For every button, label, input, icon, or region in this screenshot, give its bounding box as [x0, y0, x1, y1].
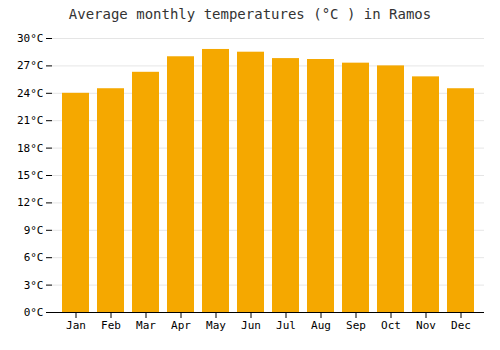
- html-text:Average monthly temperatures (: Average monthly temperatures (°C ) in Ra…: [68, 6, 432, 22]
- svg-text:21°C: 21°C: [17, 114, 44, 127]
- svg-text:6°C: 6°C: [24, 251, 44, 264]
- svg-text:Feb: Feb: [101, 319, 121, 332]
- svg-text:May: May: [206, 319, 226, 332]
- svg-text:Aug: Aug: [311, 319, 331, 332]
- svg-text:0°C: 0°C: [24, 306, 44, 319]
- svg-text:Jul: Jul: [276, 319, 296, 332]
- svg-text:Nov: Nov: [416, 319, 436, 332]
- svg-text:Jan: Jan: [66, 319, 86, 332]
- svg-text:Apr: Apr: [171, 319, 191, 332]
- svg-text:Jun: Jun: [241, 319, 261, 332]
- svg-text:15°C: 15°C: [17, 169, 44, 182]
- svg-text:3°C: 3°C: [24, 279, 44, 292]
- svg-text:Dec: Dec: [451, 319, 471, 332]
- svg-text:Oct: Oct: [381, 319, 401, 332]
- svg-text:Mar: Mar: [136, 319, 156, 332]
- svg-text:Sep: Sep: [346, 319, 366, 332]
- svg-text:18°C: 18°C: [17, 142, 44, 155]
- svg-text:12°C: 12°C: [17, 196, 44, 209]
- svg-text:9°C: 9°C: [24, 224, 44, 237]
- svg-text:24°C: 24°C: [17, 87, 44, 100]
- svg-text:30°C: 30°C: [17, 32, 44, 45]
- svg-text:27°C: 27°C: [17, 59, 44, 72]
